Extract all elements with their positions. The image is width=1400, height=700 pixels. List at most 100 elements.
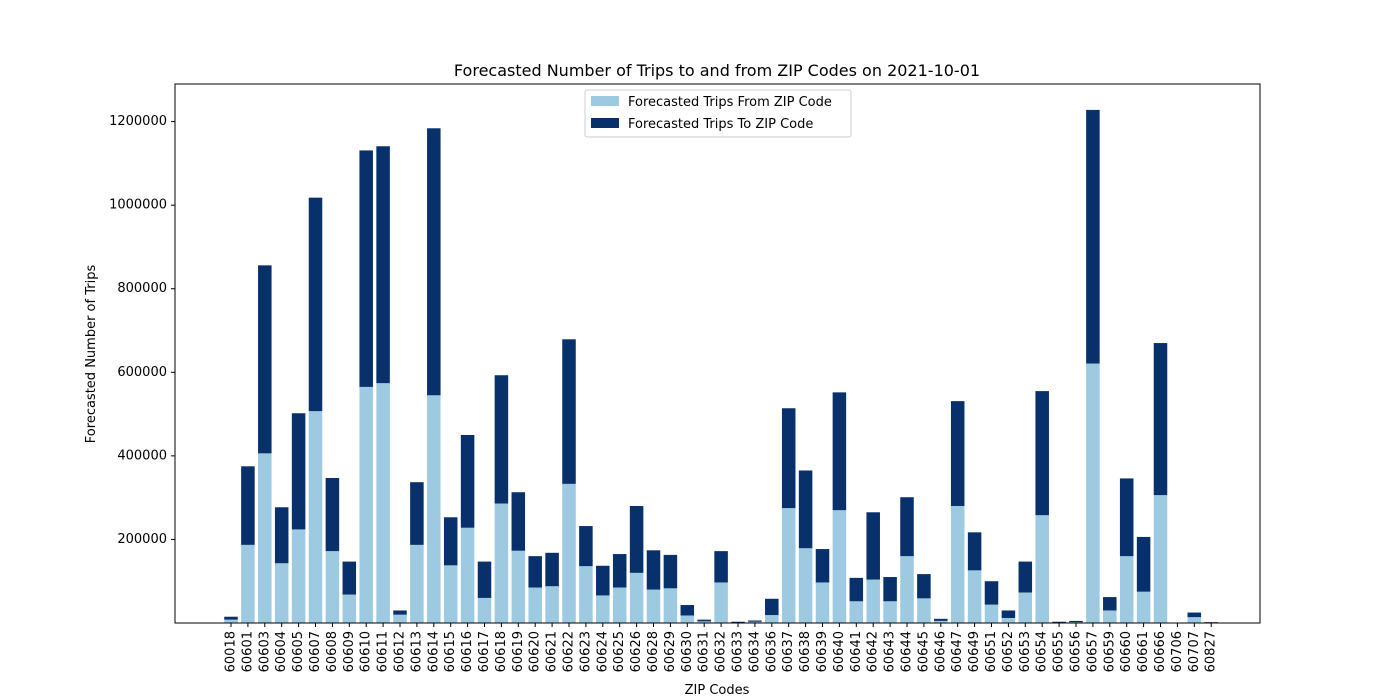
legend-label-from: Forecasted Trips From ZIP Code: [628, 95, 832, 110]
x-tick-label: 60666: [1153, 631, 1168, 672]
bar-to-60610: [359, 150, 373, 387]
bar-from-60618: [494, 503, 509, 623]
bar-from-60632: [714, 582, 728, 623]
x-tick-label: 60625: [612, 631, 627, 672]
bar-from-60621: [545, 586, 559, 623]
bar-from-60643: [883, 601, 897, 623]
bar-from-60610: [359, 386, 373, 623]
bar-to-60636: [765, 598, 779, 616]
x-tick-label: 60707: [1187, 631, 1202, 672]
bar-from-60666: [1153, 495, 1168, 623]
x-tick-label: 60656: [1069, 631, 1084, 672]
bar-from-60707: [1187, 617, 1202, 623]
x-tick-label: 60659: [1102, 631, 1117, 672]
bar-to-60647: [950, 401, 965, 507]
legend-label-to: Forecasted Trips To ZIP Code: [628, 117, 813, 132]
bar-from-60612: [393, 614, 407, 623]
bar-to-60631: [697, 619, 711, 622]
bar-to-60617: [477, 561, 492, 598]
bar-to-60622: [562, 339, 576, 484]
bar-from-60619: [511, 550, 526, 623]
bar-to-60644: [900, 497, 914, 557]
bar-from-60645: [917, 598, 931, 623]
x-tick-label: 60632: [714, 631, 729, 672]
x-tick-label: 60645: [916, 631, 931, 672]
bar-to-60653: [1018, 561, 1033, 593]
x-tick-label: 60636: [764, 631, 779, 672]
y-tick-label: 1200000: [109, 114, 167, 129]
x-tick-label: 60644: [900, 631, 915, 672]
bar-from-60616: [460, 527, 475, 623]
bar-from-60659: [1103, 610, 1117, 623]
x-tick-label: 60609: [342, 631, 357, 672]
y-tick-label: 600000: [117, 365, 167, 380]
bar-to-60621: [545, 552, 559, 587]
x-tick-label: 60604: [274, 631, 289, 672]
x-tick-label: 60617: [477, 631, 492, 672]
bar-to-60609: [342, 561, 357, 595]
bar-to-60603: [258, 265, 272, 454]
bar-to-60605: [291, 413, 306, 530]
bar-from-60639: [815, 582, 830, 623]
bar-to-60625: [612, 554, 627, 588]
bar-from-60620: [528, 587, 542, 623]
bar-from-60637: [781, 508, 796, 623]
x-tick-label: 60639: [815, 631, 830, 672]
bar-from-60607: [308, 411, 323, 623]
bar-to-60613: [410, 482, 424, 545]
bar-from-60631: [697, 621, 711, 623]
y-tick-label: 200000: [117, 532, 167, 547]
x-tick-label: 60642: [866, 631, 881, 672]
bar-to-60624: [596, 565, 610, 596]
x-tick-label: 60612: [393, 631, 408, 672]
x-tick-label: 60654: [1035, 631, 1050, 672]
bar-to-60634: [748, 620, 762, 622]
bar-from-60614: [427, 395, 441, 623]
bar-to-60632: [714, 551, 728, 583]
bar-to-60707: [1187, 612, 1202, 618]
bar-from-60651: [984, 604, 999, 623]
bar-from-60018: [224, 619, 238, 623]
bar-to-60614: [427, 128, 441, 396]
bar-from-60642: [866, 579, 880, 623]
bar-to-60660: [1119, 478, 1134, 557]
bar-from-60605: [291, 529, 306, 623]
bar-to-60628: [646, 550, 661, 590]
x-tick-label: 60649: [967, 631, 982, 672]
y-tick-label: 400000: [117, 448, 167, 463]
bar-to-60646: [934, 618, 948, 621]
bar-from-60623: [579, 566, 593, 623]
bar-to-60623: [579, 526, 593, 567]
bar-to-60629: [663, 554, 678, 589]
x-tick-label: 60618: [494, 631, 509, 672]
bar-from-60661: [1136, 591, 1151, 623]
bar-from-60625: [612, 587, 627, 623]
y-axis-title: Forecasted Number of Trips: [84, 265, 99, 444]
x-tick-label: 60633: [731, 631, 746, 672]
x-tick-label: 60018: [224, 631, 239, 672]
bar-to-60607: [308, 197, 323, 412]
x-tick-label: 60608: [325, 631, 340, 672]
bar-to-60642: [866, 512, 880, 580]
x-tick-label: 60647: [950, 631, 965, 672]
bar-to-60604: [274, 507, 289, 564]
legend: Forecasted Trips From ZIP Code Forecaste…: [584, 89, 852, 138]
bar-from-60652: [1001, 617, 1016, 623]
x-tick-label: 60630: [680, 631, 695, 672]
bar-from-60604: [274, 563, 289, 623]
bar-to-60608: [325, 478, 340, 552]
x-tick-label: 60607: [308, 631, 323, 672]
bar-to-60643: [883, 577, 897, 602]
x-tick-label: 60646: [933, 631, 948, 672]
x-axis: 60018 60601 60603 60604 60605 60607 60608 60609…: [224, 623, 1219, 672]
x-tick-label: 60605: [291, 631, 306, 672]
x-tick-label: 60661: [1136, 631, 1151, 672]
bar-from-60649: [967, 570, 982, 623]
x-tick-label: 60641: [849, 631, 864, 672]
bar-to-60018: [224, 616, 238, 620]
x-tick-label: 60653: [1018, 631, 1033, 672]
x-tick-label: 60637: [781, 631, 796, 672]
bar-from-60646: [934, 620, 948, 623]
x-tick-label: 60622: [562, 631, 577, 672]
